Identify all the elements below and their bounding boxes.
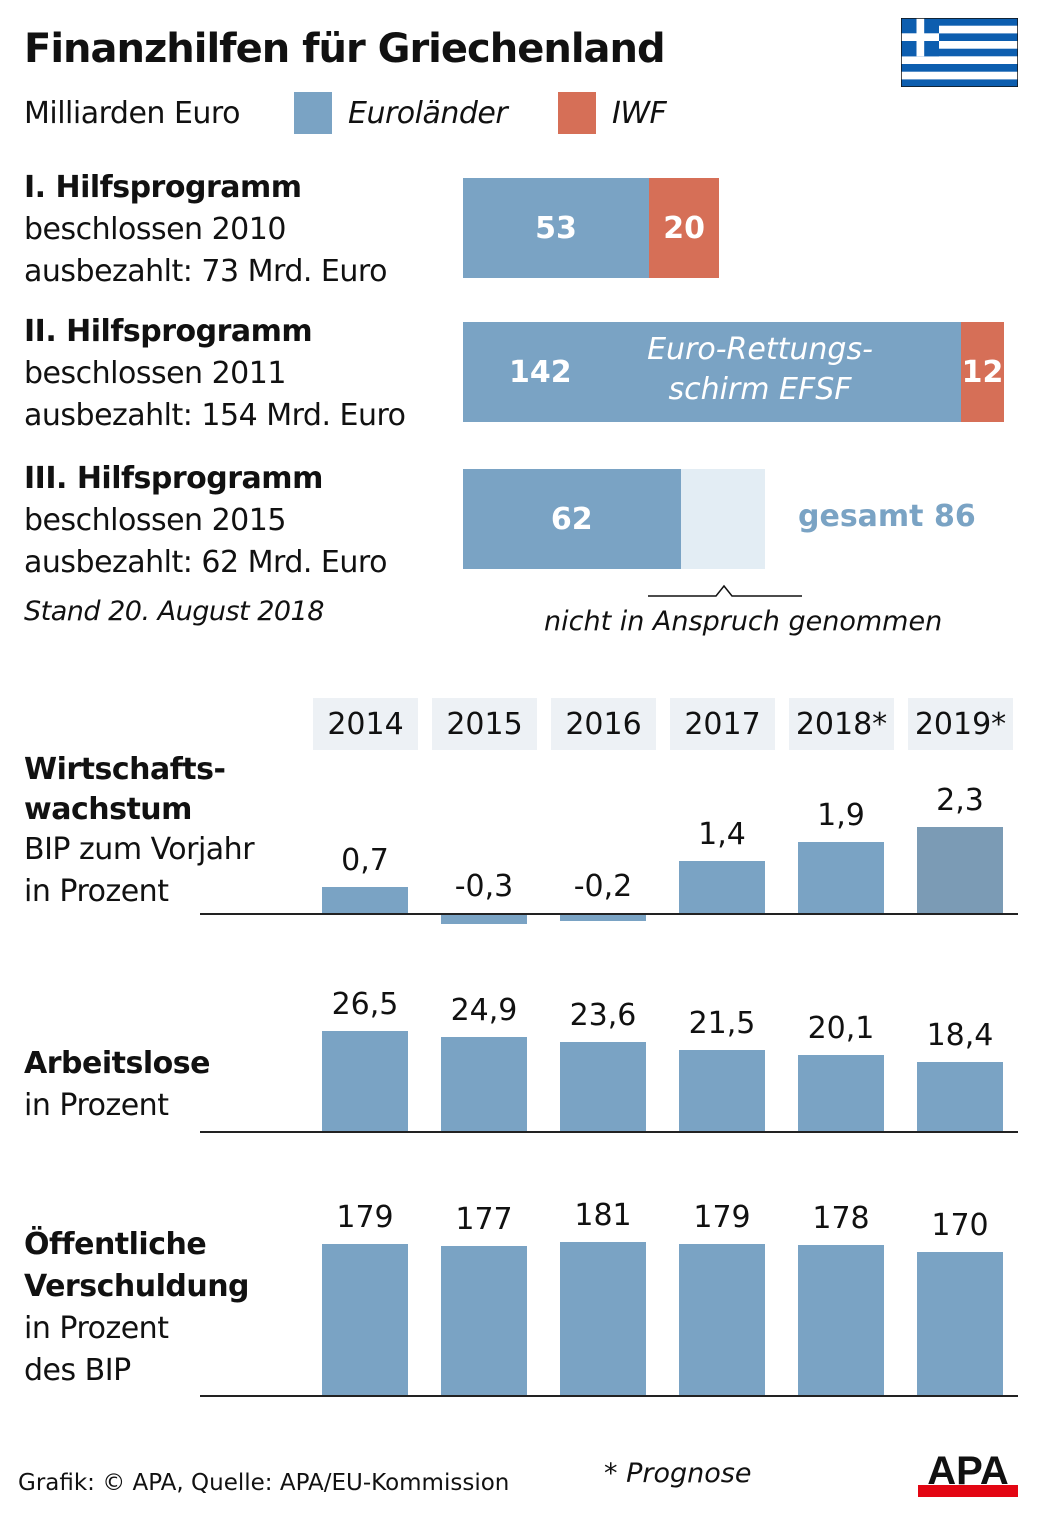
bar-euro: 142	[463, 322, 962, 422]
legend-swatch-euro	[294, 92, 332, 134]
program-paid: ausbezahlt: 73 Mrd. Euro	[24, 254, 387, 289]
year-label: 2017	[670, 698, 775, 750]
value-label: 179	[336, 1199, 394, 1235]
baseline	[200, 1395, 1018, 1397]
unit-label: Milliarden Euro	[24, 96, 240, 131]
bar-2017	[679, 1243, 765, 1395]
value-label: 18,4	[926, 1017, 994, 1053]
chart-title: Öffentliche	[24, 1227, 207, 1262]
bar-2016	[560, 1042, 646, 1131]
total-label: gesamt 86	[798, 499, 976, 534]
value-label: 26,5	[331, 987, 399, 1023]
chart-subtitle: in Prozent	[24, 1088, 169, 1123]
apa-logo: APA	[918, 1452, 1018, 1497]
bar-2015	[441, 913, 527, 925]
program-name: III. Hilfsprogramm	[24, 461, 323, 496]
value-label: 177	[455, 1201, 513, 1237]
legend-label-euro: Euroländer	[348, 96, 508, 131]
baseline	[200, 913, 1018, 915]
year-label: 2014	[313, 698, 418, 750]
program-decided: beschlossen 2015	[24, 503, 286, 538]
program-paid: ausbezahlt: 62 Mrd. Euro	[24, 545, 387, 580]
baseline	[200, 1131, 1018, 1133]
bar-2018*	[798, 1244, 884, 1395]
program-name: I. Hilfsprogramm	[24, 170, 302, 205]
bar-2019*	[917, 1251, 1003, 1395]
bar-2016	[560, 913, 646, 921]
unused-label: nicht in Anspruch genommen	[544, 606, 943, 637]
bar-2018*	[798, 841, 884, 913]
bar-2016	[560, 1242, 646, 1395]
bar-2015	[441, 1037, 527, 1131]
value-label: 24,9	[450, 993, 518, 1029]
year-label: 2019*	[908, 698, 1013, 750]
bar-2014	[322, 1243, 408, 1395]
chart-title: wachstum	[24, 792, 192, 827]
bar-euro: 53	[463, 178, 650, 278]
value-label: 1,4	[698, 816, 746, 852]
year-label: 2018*	[789, 698, 894, 750]
program-paid: ausbezahlt: 154 Mrd. Euro	[24, 398, 406, 433]
chart-subtitle: in Prozent	[24, 1311, 169, 1346]
year-label: 2015	[432, 698, 537, 750]
program-name: II. Hilfsprogramm	[24, 314, 313, 349]
bar-2019*	[917, 826, 1003, 913]
chart-subtitle: in Prozent	[24, 874, 169, 909]
bracket	[648, 584, 802, 597]
value-label: 1,9	[817, 797, 865, 833]
value-label: 170	[931, 1207, 989, 1243]
bar-note: schirm EFSF	[668, 372, 852, 407]
value-label: 23,6	[569, 998, 637, 1034]
chart-title: Wirtschafts-	[24, 752, 226, 787]
bar-2019*	[917, 1061, 1003, 1131]
value-label: 181	[574, 1198, 632, 1234]
bar-2015	[441, 1245, 527, 1395]
legend-label-iwf: IWF	[612, 96, 667, 131]
chart-title: Verschuldung	[24, 1269, 250, 1304]
program-decided: beschlossen 2011	[24, 356, 286, 391]
value-label: 179	[693, 1199, 751, 1235]
bar-euro: 62	[463, 469, 681, 569]
bar-2014	[322, 1031, 408, 1131]
bar-2018*	[798, 1055, 884, 1131]
value-label: 20,1	[807, 1011, 875, 1047]
legend-swatch-iwf	[558, 92, 596, 134]
footnote: * Prognose	[604, 1458, 752, 1489]
chart-subtitle: des BIP	[24, 1353, 131, 1388]
page-title: Finanzhilfen für Griechenland	[24, 26, 666, 72]
greece-flag-icon	[901, 18, 1018, 87]
chart-subtitle: BIP zum Vorjahr	[24, 832, 255, 867]
program-decided: beschlossen 2010	[24, 212, 286, 247]
value-label: 0,7	[341, 842, 389, 878]
bar-note: Euro-Rettungs-	[647, 332, 873, 367]
bar-2014	[322, 886, 408, 913]
value-label: 178	[812, 1200, 870, 1236]
value-label: -0,2	[573, 869, 633, 904]
chart-title: Arbeitslose	[24, 1046, 210, 1081]
stand-label: Stand 20. August 2018	[24, 596, 324, 627]
bar-2017	[679, 1049, 765, 1131]
value-label: -0,3	[454, 869, 514, 904]
bar-iwf: 12	[961, 322, 1004, 422]
bar-2017	[679, 860, 765, 913]
source: Grafik: © APA, Quelle: APA/EU-Kommission	[18, 1470, 510, 1496]
value-label: 2,3	[936, 782, 984, 818]
value-label: 21,5	[688, 1005, 756, 1041]
bar-iwf: 20	[649, 178, 720, 278]
year-label: 2016	[551, 698, 656, 750]
